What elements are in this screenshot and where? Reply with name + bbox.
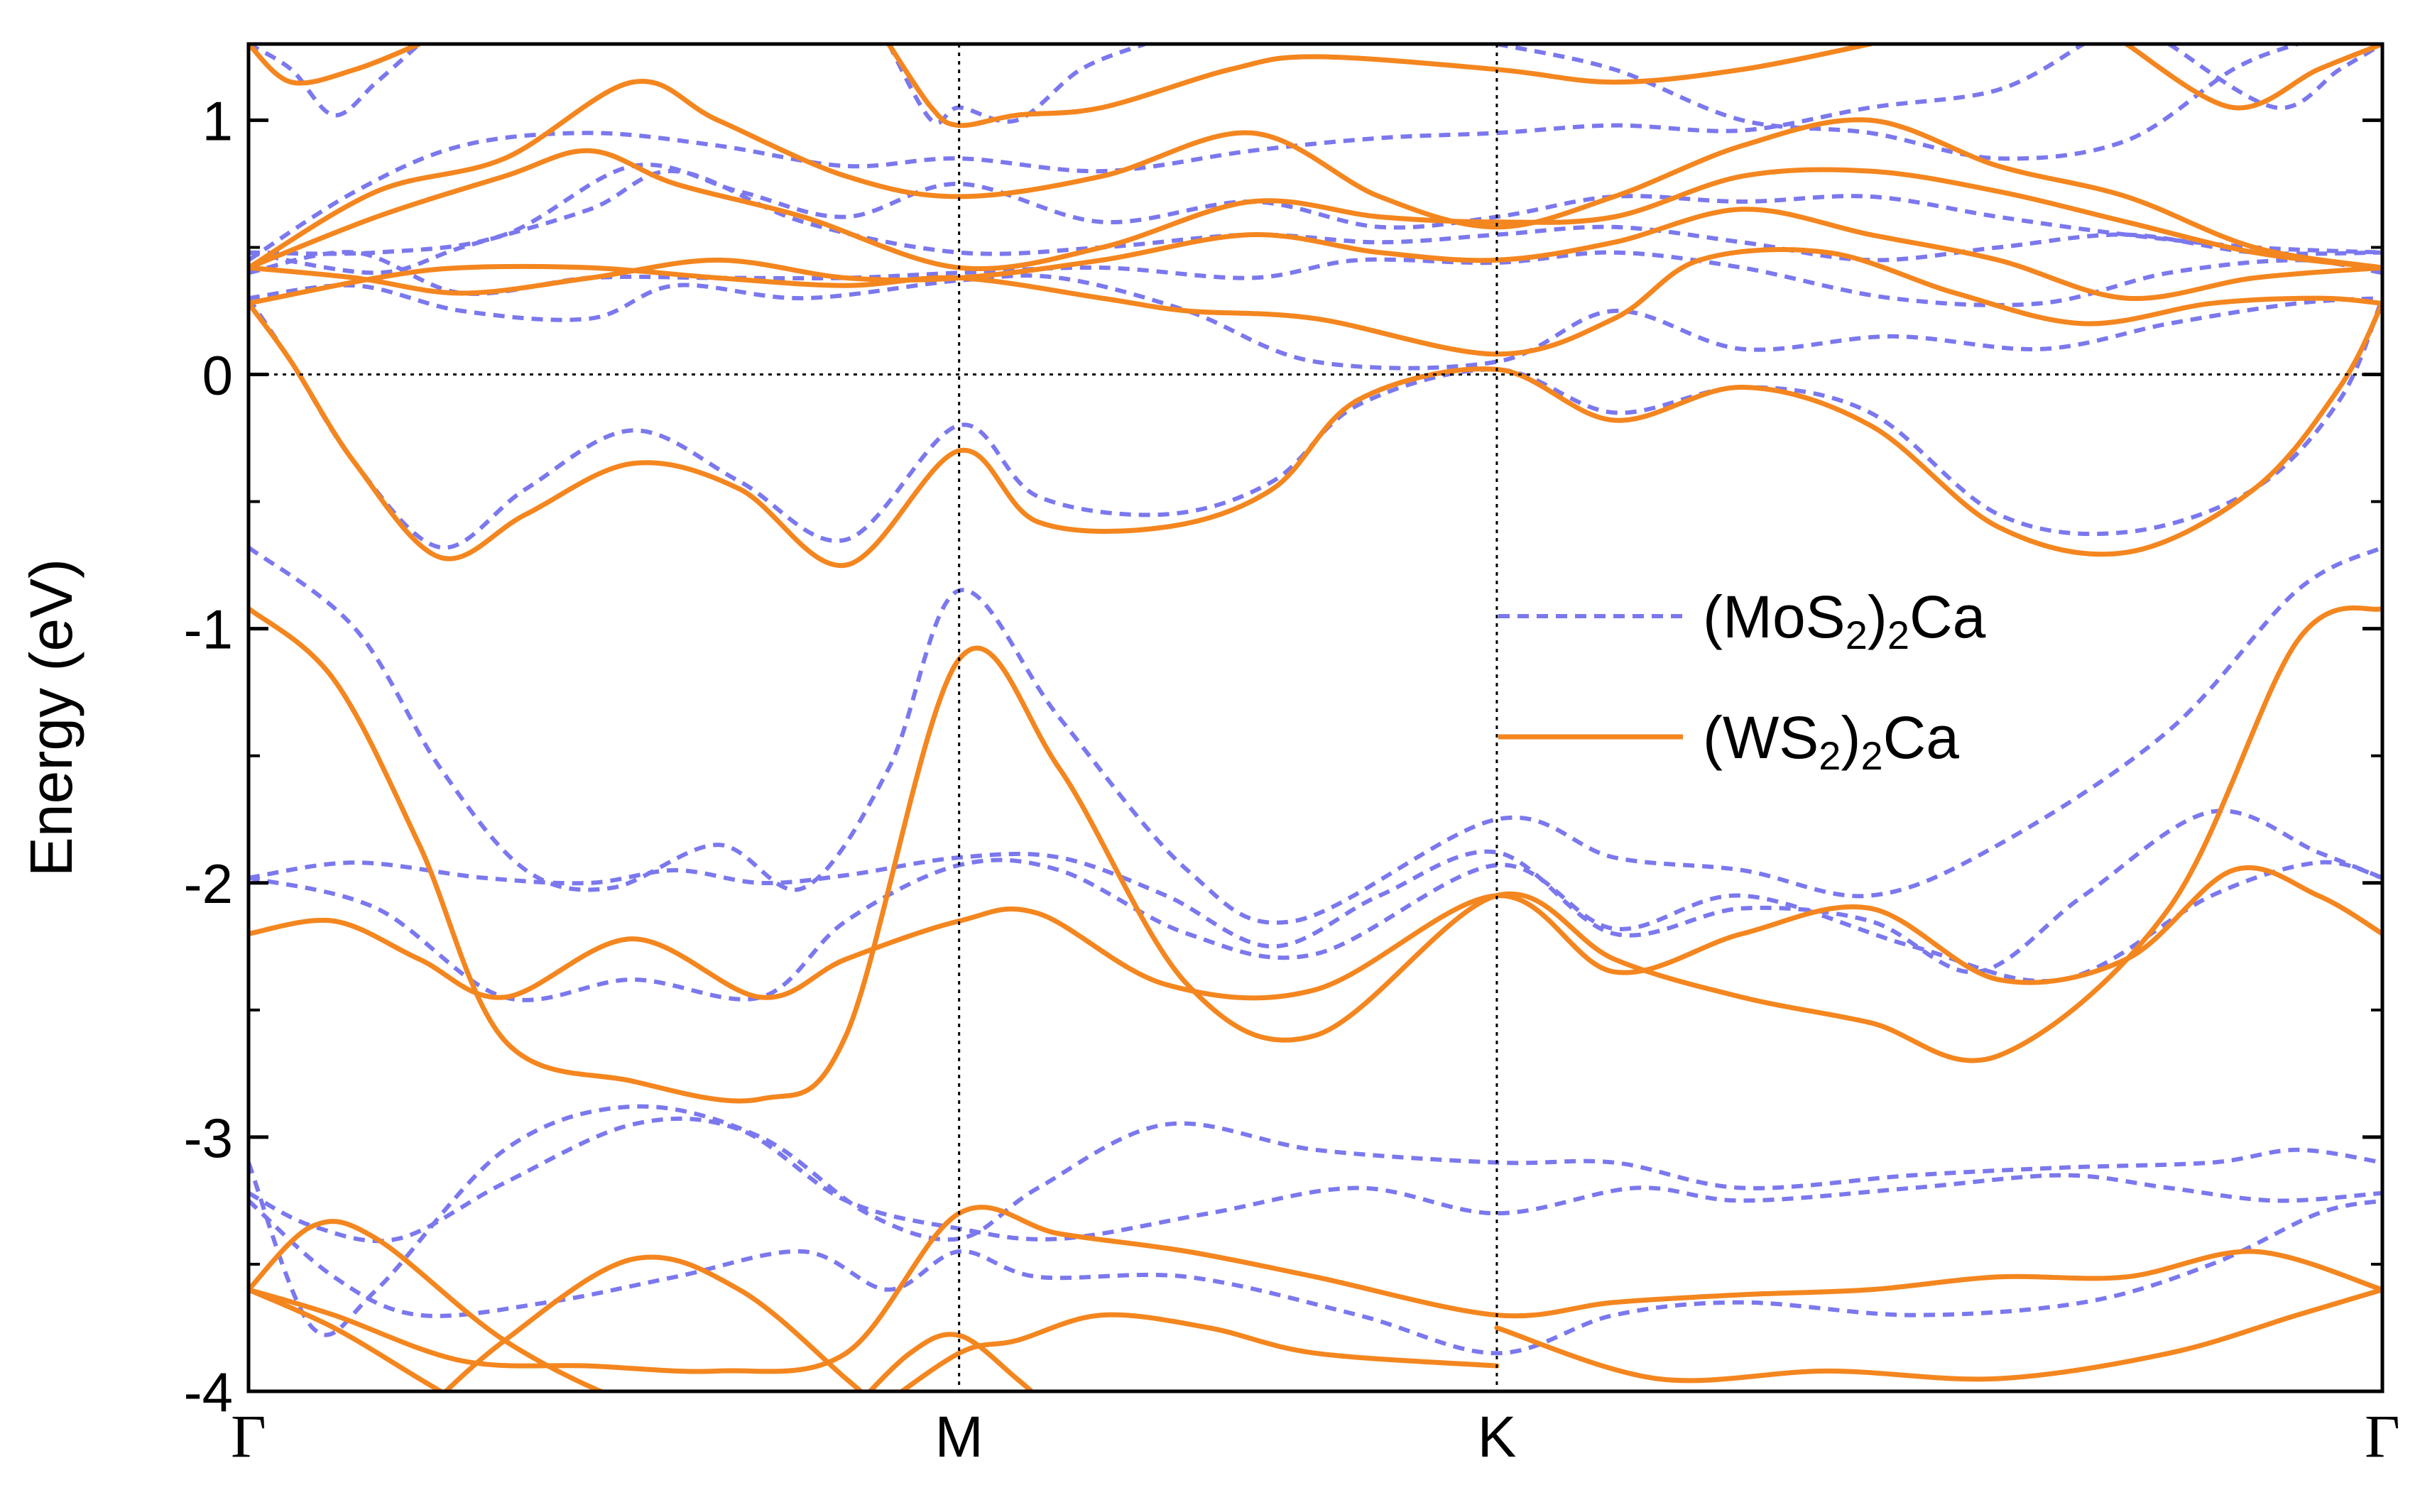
y-tick-label: -1 [184,598,233,661]
mos2-band-13 [249,44,2085,262]
legend: (MoS2)2Ca (WS2)2Ca [1498,584,1986,778]
mos2-band-4 [249,858,2382,1002]
ws2-band-6 [249,1205,2382,1374]
mos2-band-7 [249,273,2382,371]
y-axis-label: Energy (eV) [18,559,85,877]
y-tick-label: 0 [202,344,233,407]
y-tick-label: -2 [184,853,233,915]
ws2-band-16 [2123,44,2382,111]
ws2-band-9 [249,300,2382,569]
x-tick-label-2: K [1478,1405,1517,1469]
ws2-band-4 [249,865,2382,1001]
plot-frame [246,42,2384,1393]
ws2-band-11 [249,207,2382,302]
ws2-band-1 [249,1287,446,1391]
mos2-band-0 [249,1104,2382,1337]
ws2-band-2 [442,1254,865,1391]
mos2-band-12 [886,44,1146,126]
mos2-band-14 [1496,44,2298,161]
mos2-band-15 [2167,44,2382,110]
legend-label-0: (MoS2)2Ca [1703,584,1986,657]
axes [246,42,2384,1393]
ws2-band-7 [898,1312,1500,1391]
series-mos2 [249,44,2382,1356]
ws2-band-5 [249,605,2382,1104]
guide-lines [249,44,2382,1391]
mos2-band-3 [249,809,2382,975]
mos2-band-1 [249,1116,2382,1244]
ws2-band-12 [249,148,2382,272]
ws2-band-3 [866,1332,1036,1391]
ws2-band-14 [249,44,422,86]
mos2-band-8 [249,250,2382,307]
y-tick-label: 1 [202,89,233,152]
ws2-band-13 [249,78,2382,270]
legend-label-1: (WS2)2Ca [1703,704,1959,778]
ws2-band-15 [886,44,1873,128]
mos2-band-6 [249,297,2382,550]
mos2-band-10 [249,163,2382,256]
mos2-band-9 [249,169,2382,275]
x-tick-label-0: Γ [231,1402,266,1470]
y-tick-label: -4 [184,1361,233,1423]
mos2-band-5 [249,545,2382,925]
x-tick-label-1: M [935,1405,983,1469]
x-tick-label-3: Γ [2365,1402,2400,1470]
ws2-band-10 [249,247,2382,357]
series-ws2 [249,44,2382,1391]
ws2-band-8 [1494,1287,2382,1384]
y-ticks: -4 -3 -2 -1 0 1 [184,89,2382,1423]
ws2-band-0 [249,1219,607,1391]
y-tick-label: -3 [184,1107,233,1169]
